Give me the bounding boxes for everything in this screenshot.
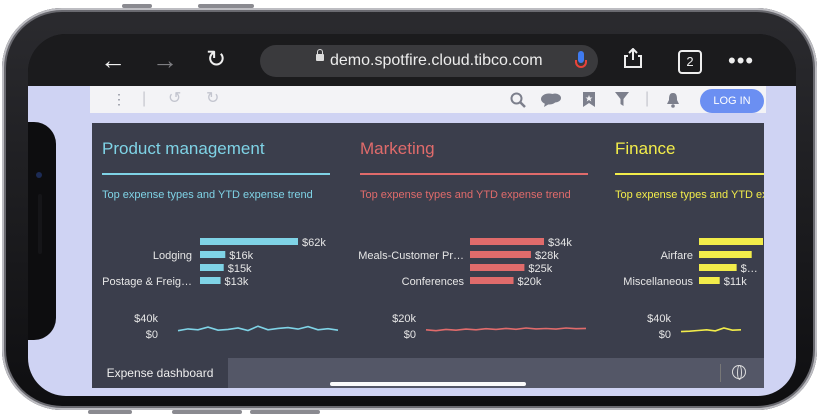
bar-value-label: $20k (518, 276, 542, 288)
forward-icon[interactable]: → (152, 45, 178, 75)
phone-volume-button (172, 410, 242, 414)
bar[interactable] (699, 264, 737, 271)
panel-title-underline (360, 173, 588, 175)
tab-count-button[interactable]: 2 (678, 50, 702, 74)
reload-icon[interactable]: ↻ (206, 46, 227, 73)
bar[interactable] (200, 264, 224, 271)
share-icon[interactable] (624, 48, 642, 68)
panel-product-management[interactable]: Product management Top expense types and … (92, 123, 339, 358)
bar-value-label: $16k (229, 250, 253, 262)
more-options-icon[interactable]: ••• (728, 48, 755, 73)
trend-chart[interactable]: $40k $0 (605, 311, 764, 351)
trend-axis-max: $20k (392, 313, 416, 325)
lock-icon (316, 49, 324, 61)
phone-notch (28, 122, 56, 340)
panel-title-underline (102, 173, 330, 175)
globe-icon[interactable] (732, 365, 746, 380)
phone-frame: ← → ↻ demo.spotfire.cloud.tibco.com 2 ••… (2, 4, 817, 414)
bar-category-label: Lodging (153, 250, 192, 262)
bar-value-label: $28k (535, 250, 559, 262)
phone-screen: ← → ↻ demo.spotfire.cloud.tibco.com 2 ••… (28, 34, 796, 396)
undo-icon[interactable]: ↺ (168, 90, 182, 107)
phone-side-button (250, 410, 320, 414)
bar-value-label: $11k (724, 276, 748, 288)
trend-chart[interactable]: $40k $0 (92, 311, 342, 351)
bar-category-label: Conferences (402, 276, 465, 288)
bar-value-label: $… (741, 263, 758, 275)
bar[interactable] (470, 277, 514, 284)
trend-chart[interactable]: $20k $0 (350, 311, 600, 351)
search-icon[interactable] (510, 92, 526, 108)
bookmark-icon[interactable] (582, 91, 596, 108)
browser-toolbar: ← → ↻ demo.spotfire.cloud.tibco.com 2 ••… (28, 34, 796, 86)
trend-axis-min: $0 (404, 329, 416, 341)
trend-line[interactable] (177, 325, 339, 332)
page-tabs-bar: Expense dashboard (92, 358, 764, 388)
speaker-grille (38, 194, 42, 254)
panel-title: Product management (102, 139, 265, 158)
trend-line[interactable] (425, 327, 587, 332)
web-page: ⋮ | ↺ ↻ (28, 86, 796, 396)
panel-subtitle: Top expense types and YTD expense trend (102, 189, 313, 201)
panel-title: Finance (615, 139, 676, 158)
bar-category-label: Airfare (661, 250, 693, 262)
spotfire-toolbar: ⋮ | ↺ ↻ (90, 86, 766, 113)
front-camera-icon (36, 172, 42, 178)
bar-value-label: $15k (228, 263, 252, 275)
toolbar-separator: | (645, 90, 650, 107)
bar[interactable] (470, 238, 544, 245)
panel-title: Marketing (360, 139, 435, 158)
bar[interactable] (470, 251, 531, 258)
menu-dots-icon[interactable]: ⋮ (112, 91, 126, 107)
bar-value-label: $13k (225, 276, 249, 288)
redo-icon[interactable]: ↻ (206, 90, 220, 107)
bar-value-label: $62k (302, 237, 326, 249)
comments-icon[interactable] (540, 92, 562, 108)
trend-axis-min: $0 (146, 329, 158, 341)
login-button[interactable]: LOG IN (700, 89, 764, 113)
back-icon[interactable]: ← (100, 45, 126, 75)
trend-line[interactable] (680, 327, 742, 333)
panel-title-underline (615, 173, 764, 175)
panel-subtitle: Top expense types and YTD expense trend (615, 189, 764, 201)
toolbar-separator: | (142, 90, 147, 107)
dashboard-canvas: Product management Top expense types and … (92, 123, 764, 358)
url-text: demo.spotfire.cloud.tibco.com (330, 52, 543, 69)
tabs-divider (720, 364, 721, 382)
tab-expense-dashboard[interactable]: Expense dashboard (92, 358, 228, 388)
bar-chart[interactable]: $34k$28k Meals-Customer Pr… $25k$20k Confer… (350, 237, 590, 297)
microphone-icon[interactable] (575, 51, 587, 68)
bar-value-label: $34k (548, 237, 572, 249)
bar-chart[interactable]: Airfare $…$11k Miscellaneous (605, 237, 764, 297)
address-bar[interactable]: demo.spotfire.cloud.tibco.com (260, 45, 598, 77)
phone-volume-up-button (198, 4, 254, 8)
bar[interactable] (200, 251, 226, 258)
bar[interactable] (470, 264, 525, 271)
bar-value-label: $25k (528, 263, 552, 275)
bar[interactable] (200, 277, 221, 284)
panel-subtitle: Top expense types and YTD expense trend (360, 189, 571, 201)
bar[interactable] (699, 238, 763, 245)
trend-axis-min: $0 (659, 329, 671, 341)
bar[interactable] (200, 238, 298, 245)
bar[interactable] (699, 251, 752, 258)
bar-category-label: Miscellaneous (623, 276, 693, 288)
bar-chart[interactable]: $62k $16k Lodging $15k$13k Postage & Freig… (92, 237, 332, 297)
home-indicator (330, 382, 526, 386)
phone-silent-switch (122, 4, 152, 8)
trend-axis-max: $40k (647, 313, 671, 325)
trend-axis-max: $40k (134, 313, 158, 325)
bar-category-label: Postage & Freig… (102, 276, 192, 288)
phone-power-button (88, 410, 132, 414)
notifications-icon[interactable] (666, 92, 680, 108)
bar-category-label: Meals-Customer Pr… (358, 250, 464, 262)
panel-finance[interactable]: Finance Top expense types and YTD expense… (605, 123, 764, 358)
bar[interactable] (699, 277, 720, 284)
filter-icon[interactable] (614, 91, 630, 107)
panel-marketing[interactable]: Marketing Top expense types and YTD expen… (350, 123, 588, 358)
